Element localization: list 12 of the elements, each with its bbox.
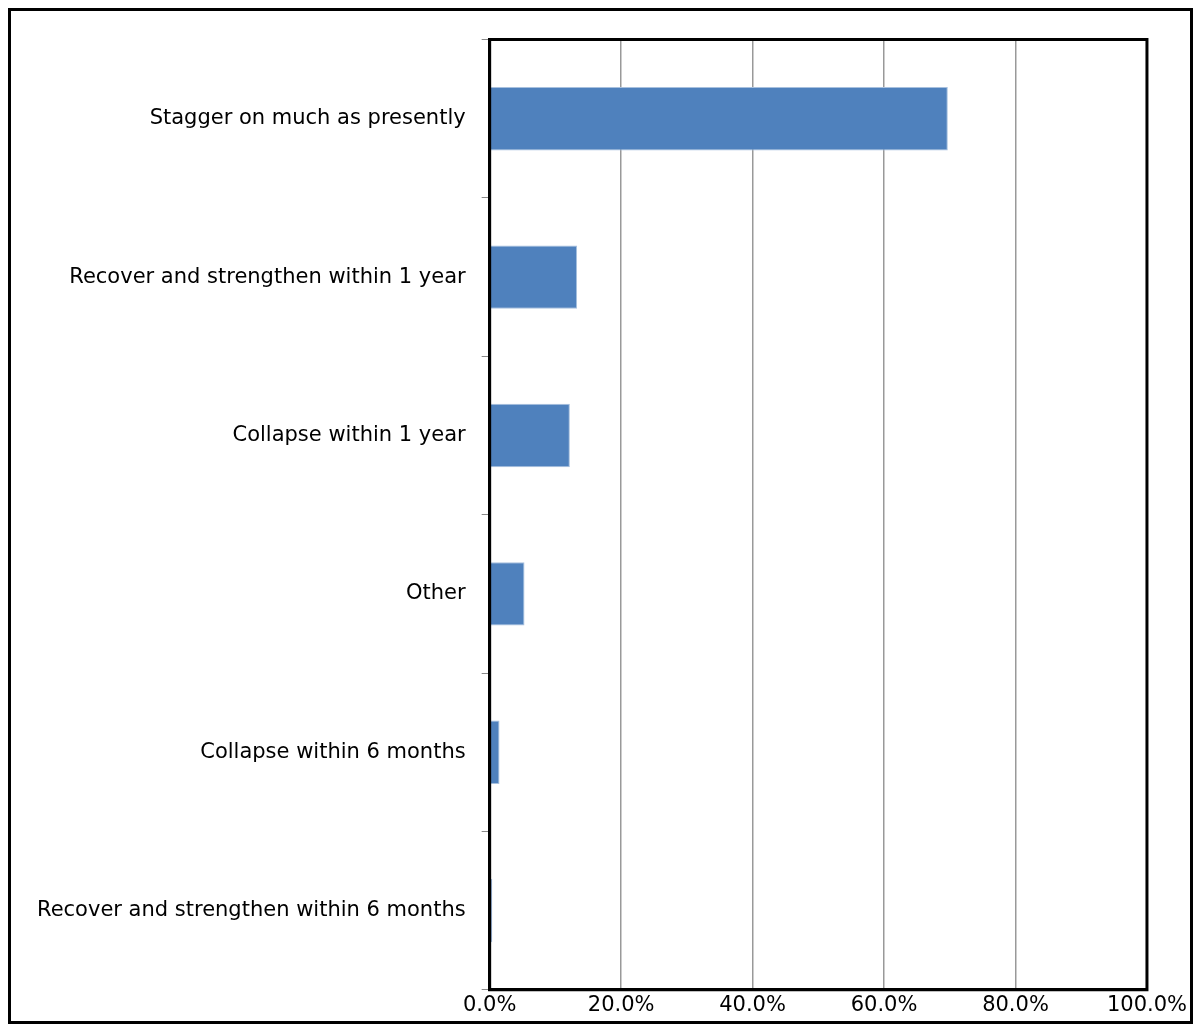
x-tick-label: 20.0% [587, 991, 655, 1016]
x-tick-label: 80.0% [982, 991, 1049, 1016]
x-tick-label: 40.0% [719, 991, 786, 1016]
y-tick-label: Recover and strengthen within 6 months [36, 897, 466, 922]
y-tick-label: Collapse within 6 months [200, 738, 466, 763]
x-tick-label: 60.0% [850, 991, 918, 1016]
y-tick-label: Stagger on much as presently [149, 105, 466, 130]
y-tick-label: Collapse within 1 year [232, 421, 467, 446]
x-tick-label: 0.0% [462, 991, 517, 1016]
y-tick-label: Recover and strengthen within 1 year [69, 263, 467, 288]
x-tick-label: 100.0% [1106, 991, 1187, 1016]
y-tick-label: Other [406, 580, 467, 605]
